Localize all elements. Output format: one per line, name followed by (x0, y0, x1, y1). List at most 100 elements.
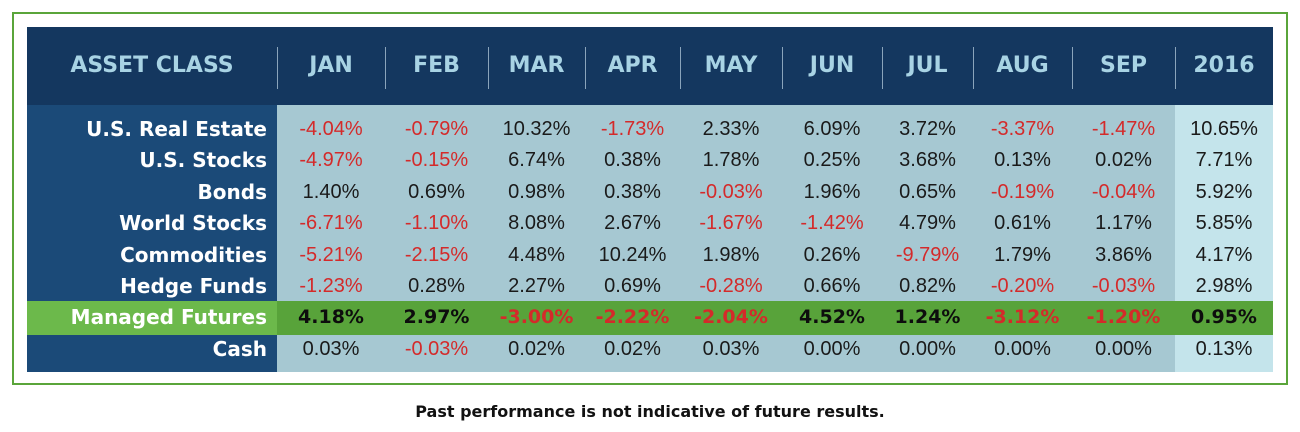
value-cell: 0.03% (302, 337, 360, 360)
value-cell: -1.47% (1091, 118, 1156, 140)
value-cell: -4.97% (299, 149, 363, 172)
value-cell: 0.13% (994, 149, 1051, 172)
column-header: MAR (508, 53, 565, 78)
value-cell: 2.97% (403, 306, 470, 329)
value-cell: -2.22% (595, 306, 670, 329)
row-label: World Stocks (119, 211, 267, 236)
value-cell: 0.00% (803, 337, 861, 360)
value-cell: -4.04% (299, 118, 363, 140)
row-label: Cash (212, 336, 267, 361)
value-cell: 0.95% (1191, 306, 1257, 329)
row-label: U.S. Real Estate (86, 117, 267, 141)
column-header: SEP (1100, 53, 1147, 78)
value-cell: 0.69% (604, 275, 661, 297)
value-cell: -3.00% (499, 306, 574, 329)
value-cell: 0.02% (508, 337, 565, 360)
column-header: ASSET CLASS (70, 53, 234, 78)
row-label: U.S. Stocks (139, 148, 267, 173)
value-cell: -1.67% (699, 212, 763, 235)
row-label: Commodities (120, 242, 267, 267)
value-cell: -6.71% (299, 212, 363, 235)
value-cell: 0.02% (604, 337, 661, 360)
value-cell: -2.15% (404, 243, 469, 266)
value-cell: -0.04% (1091, 180, 1156, 203)
value-cell: 0.25% (803, 149, 861, 172)
value-cell: 10.32% (502, 118, 571, 140)
value-cell: 0.98% (508, 180, 565, 203)
value-cell: 0.65% (899, 180, 956, 203)
column-header: APR (607, 53, 658, 78)
footer: Past performance is not indicative of fu… (415, 402, 885, 421)
value-cell: 1.98% (702, 243, 760, 266)
row-label: Hedge Funds (120, 274, 267, 298)
value-cell: 8.08% (508, 212, 565, 235)
value-cell: -0.03% (699, 180, 763, 203)
value-cell: 4.48% (508, 243, 565, 266)
value-cell: 2.27% (508, 275, 565, 297)
header-separator (973, 47, 974, 89)
highlight-label-bg (27, 301, 277, 335)
header-separator (680, 47, 681, 89)
value-cell: 6.74% (508, 149, 565, 172)
value-cell: -3.37% (990, 118, 1055, 140)
value-cell: 2.33% (702, 118, 760, 140)
value-cell: -1.10% (404, 212, 469, 235)
row-label: Bonds (197, 179, 267, 204)
value-cell: 3.68% (899, 149, 956, 172)
value-cell: 5.85% (1195, 212, 1253, 235)
frame (12, 12, 1288, 385)
header-separator (585, 47, 586, 89)
value-cell: 1.40% (302, 180, 360, 203)
value-cell: 0.26% (803, 243, 861, 266)
column-header: JUL (907, 53, 948, 78)
value-cell: -1.73% (600, 118, 665, 140)
value-cell: 2.98% (1195, 275, 1253, 297)
value-cell: 0.00% (1095, 337, 1152, 360)
column-header: FEB (413, 53, 460, 78)
value-cell: 0.03% (702, 337, 760, 360)
value-cell: -1.20% (1086, 306, 1161, 329)
header-separator (1175, 47, 1176, 89)
header-separator (1072, 47, 1073, 89)
value-cell: -1.42% (800, 212, 864, 235)
header-separator (488, 47, 489, 89)
value-cell: 0.00% (899, 337, 956, 360)
value-cell: -0.19% (990, 180, 1055, 203)
column-header: JUN (809, 53, 855, 78)
value-cell: 0.02% (1095, 149, 1152, 172)
value-cell: -0.03% (1091, 275, 1156, 297)
value-cell: 4.79% (899, 212, 956, 235)
value-cell: 1.24% (894, 306, 961, 329)
value-cell: 0.66% (803, 275, 861, 297)
row-label: Managed Futures (70, 305, 267, 330)
value-cell: 0.69% (408, 180, 465, 203)
header-separator (385, 47, 386, 89)
value-cell: -9.79% (895, 243, 960, 266)
value-cell: -3.12% (985, 306, 1060, 329)
value-cell: -2.04% (694, 306, 768, 329)
value-cell: 2.67% (604, 212, 661, 235)
value-cell: 4.52% (799, 306, 865, 329)
value-cell: 1.78% (702, 149, 760, 172)
value-cell: 4.18% (298, 306, 364, 329)
value-cell: 0.82% (899, 275, 956, 297)
value-cell: -0.79% (404, 118, 469, 140)
value-cell: -0.03% (404, 337, 469, 360)
column-header: 2016 (1193, 53, 1255, 78)
value-cell: 10.65% (1190, 118, 1258, 140)
value-cell: 0.13% (1195, 337, 1253, 360)
value-cell: 1.96% (803, 180, 861, 203)
column-header: JAN (309, 53, 353, 78)
value-cell: 0.00% (994, 337, 1051, 360)
header-separator (277, 47, 278, 89)
value-cell: -0.15% (404, 149, 469, 172)
value-cell: 0.28% (408, 275, 465, 297)
value-cell: 1.79% (994, 243, 1051, 266)
value-cell: 6.09% (803, 118, 861, 140)
column-header: AUG (996, 53, 1049, 78)
value-cell: -1.23% (299, 275, 363, 297)
value-cell: 10.24% (598, 243, 667, 266)
value-cell: -0.28% (699, 275, 763, 297)
header-separator (882, 47, 883, 89)
